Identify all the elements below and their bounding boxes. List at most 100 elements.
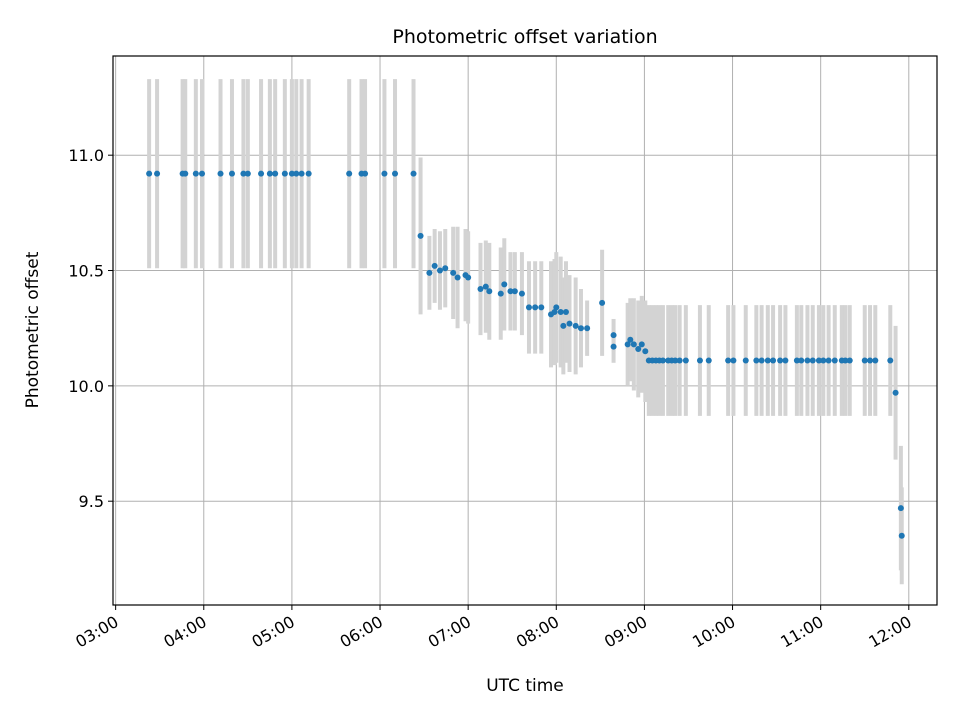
data-point [672, 357, 679, 364]
data-point [557, 309, 564, 316]
data-point [417, 232, 424, 239]
data-point [272, 170, 279, 177]
data-point [293, 170, 300, 177]
data-point [572, 322, 579, 329]
data-point [392, 170, 399, 177]
data-point [892, 389, 899, 396]
data-point [538, 304, 545, 311]
data-point [258, 170, 265, 177]
data-point [217, 170, 224, 177]
data-point [682, 357, 689, 364]
data-point [288, 170, 295, 177]
data-point [442, 265, 449, 272]
data-point [154, 170, 161, 177]
data-point [525, 304, 532, 311]
data-point [381, 170, 388, 177]
data-point [426, 269, 433, 276]
data-point [577, 325, 584, 332]
data-point [872, 357, 879, 364]
y-tick-label: 11.0 [68, 146, 104, 165]
y-tick-label: 10.0 [68, 377, 104, 396]
data-point [793, 357, 800, 364]
data-point [730, 357, 737, 364]
data-point [742, 357, 749, 364]
data-point [553, 304, 560, 311]
data-point [809, 357, 816, 364]
data-point [454, 274, 461, 281]
data-point [362, 170, 369, 177]
data-point [635, 345, 642, 352]
data-point [507, 288, 514, 295]
data-point [764, 357, 771, 364]
data-point [566, 320, 573, 327]
data-point [798, 357, 805, 364]
data-point [298, 170, 305, 177]
data-point [266, 170, 273, 177]
y-axis-label: Photometric offset [23, 251, 43, 408]
data-point [305, 170, 312, 177]
data-point [659, 357, 666, 364]
x-axis-label: UTC time [486, 676, 564, 696]
y-axis-ticks: 9.5 10.0 10.5 11.0 [68, 146, 113, 511]
data-point [887, 357, 894, 364]
data-point [638, 341, 645, 348]
data-point [846, 357, 853, 364]
data-point [610, 332, 617, 339]
data-point [770, 357, 777, 364]
data-point [560, 322, 567, 329]
data-point [725, 357, 732, 364]
data-point [240, 170, 247, 177]
data-point [410, 170, 417, 177]
data-point [676, 357, 683, 364]
data-point [562, 309, 569, 316]
data-point [551, 309, 558, 316]
data-point [281, 170, 288, 177]
data-point [627, 336, 634, 343]
y-tick-label: 9.5 [79, 492, 104, 511]
data-point [431, 262, 438, 269]
data-point [532, 304, 539, 311]
data-point [753, 357, 760, 364]
data-point [804, 357, 811, 364]
data-point [642, 348, 649, 355]
data-point [465, 274, 472, 281]
data-point [486, 288, 493, 295]
data-point [199, 170, 206, 177]
data-point [192, 170, 199, 177]
data-point [497, 290, 504, 297]
data-point [705, 357, 712, 364]
data-point [610, 343, 617, 350]
data-point [599, 299, 606, 306]
data-point [511, 288, 518, 295]
y-tick-label: 10.5 [68, 262, 104, 281]
plot-frame [112, 55, 938, 606]
data-points [146, 170, 905, 539]
data-point [825, 357, 832, 364]
data-point [501, 281, 508, 288]
data-point [518, 290, 525, 297]
data-point [867, 357, 874, 364]
data-point [696, 357, 703, 364]
data-point [477, 285, 484, 292]
data-point [898, 532, 905, 539]
chart-title: Photometric offset variation [392, 26, 657, 48]
data-point [584, 325, 591, 332]
data-point [182, 170, 189, 177]
data-point [482, 283, 489, 290]
data-point [815, 357, 822, 364]
data-point [244, 170, 251, 177]
data-point [842, 357, 849, 364]
data-point [861, 357, 868, 364]
data-point [146, 170, 153, 177]
data-point [831, 357, 838, 364]
data-point [820, 357, 827, 364]
data-point [346, 170, 353, 177]
data-point [624, 341, 631, 348]
data-point [630, 341, 637, 348]
data-point [436, 267, 443, 274]
data-point [897, 505, 904, 512]
data-point [450, 269, 457, 276]
data-point [782, 357, 789, 364]
data-point [758, 357, 765, 364]
